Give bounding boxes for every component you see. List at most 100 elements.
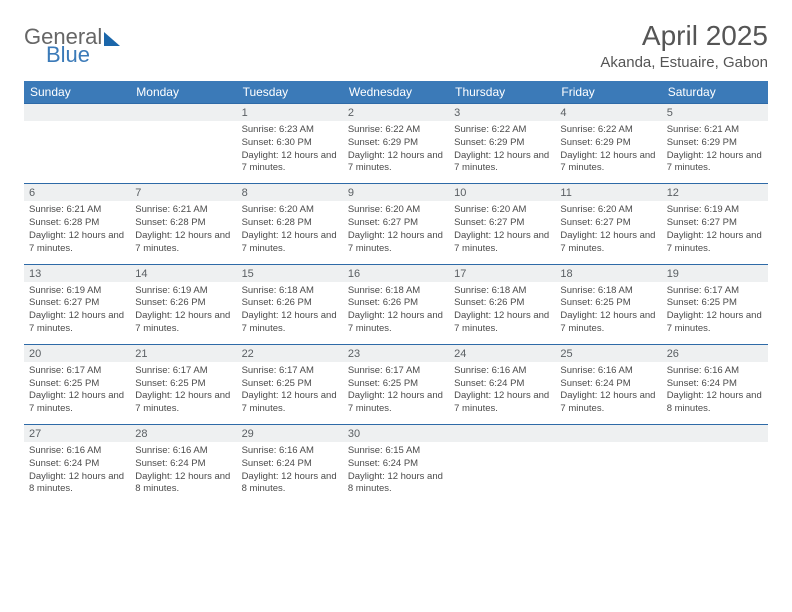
daylight-text: Daylight: 12 hours and 7 minutes.: [135, 230, 231, 256]
calendar-day-cell: 18Sunrise: 6:18 AMSunset: 6:25 PMDayligh…: [555, 264, 661, 344]
day-number: [24, 104, 130, 121]
calendar-day-cell: 21Sunrise: 6:17 AMSunset: 6:25 PMDayligh…: [130, 344, 236, 424]
sunrise-text: Sunrise: 6:19 AM: [135, 285, 231, 298]
day-number: 18: [555, 265, 661, 282]
sunrise-text: Sunrise: 6:17 AM: [667, 285, 763, 298]
day-details: Sunrise: 6:20 AMSunset: 6:27 PMDaylight:…: [555, 201, 661, 263]
day-details: Sunrise: 6:21 AMSunset: 6:29 PMDaylight:…: [662, 121, 768, 183]
calendar-header-row: Sunday Monday Tuesday Wednesday Thursday…: [24, 81, 768, 104]
calendar-day-cell: 1Sunrise: 6:23 AMSunset: 6:30 PMDaylight…: [237, 104, 343, 184]
calendar-week-row: 20Sunrise: 6:17 AMSunset: 6:25 PMDayligh…: [24, 344, 768, 424]
location-subtitle: Akanda, Estuaire, Gabon: [600, 54, 768, 71]
sunrise-text: Sunrise: 6:17 AM: [348, 365, 444, 378]
sunrise-text: Sunrise: 6:17 AM: [135, 365, 231, 378]
calendar-week-row: 27Sunrise: 6:16 AMSunset: 6:24 PMDayligh…: [24, 425, 768, 505]
daylight-text: Daylight: 12 hours and 7 minutes.: [667, 230, 763, 256]
title-block: April 2025 Akanda, Estuaire, Gabon: [600, 20, 768, 71]
day-number: 13: [24, 265, 130, 282]
sunrise-text: Sunrise: 6:16 AM: [29, 445, 125, 458]
day-details: Sunrise: 6:19 AMSunset: 6:27 PMDaylight:…: [24, 282, 130, 344]
sunrise-text: Sunrise: 6:23 AM: [242, 124, 338, 137]
sunset-text: Sunset: 6:27 PM: [560, 217, 656, 230]
day-details: Sunrise: 6:17 AMSunset: 6:25 PMDaylight:…: [662, 282, 768, 344]
daylight-text: Daylight: 12 hours and 7 minutes.: [560, 310, 656, 336]
sunrise-text: Sunrise: 6:20 AM: [560, 204, 656, 217]
sunset-text: Sunset: 6:24 PM: [454, 378, 550, 391]
daylight-text: Daylight: 12 hours and 8 minutes.: [242, 471, 338, 497]
day-number: 22: [237, 345, 343, 362]
sunset-text: Sunset: 6:24 PM: [348, 458, 444, 471]
sunset-text: Sunset: 6:25 PM: [135, 378, 231, 391]
calendar-day-cell: 15Sunrise: 6:18 AMSunset: 6:26 PMDayligh…: [237, 264, 343, 344]
day-details: [24, 121, 130, 179]
calendar-day-cell: [449, 425, 555, 505]
day-details: Sunrise: 6:22 AMSunset: 6:29 PMDaylight:…: [449, 121, 555, 183]
daylight-text: Daylight: 12 hours and 7 minutes.: [454, 230, 550, 256]
calendar-day-cell: 27Sunrise: 6:16 AMSunset: 6:24 PMDayligh…: [24, 425, 130, 505]
calendar-day-cell: 20Sunrise: 6:17 AMSunset: 6:25 PMDayligh…: [24, 344, 130, 424]
calendar-week-row: 6Sunrise: 6:21 AMSunset: 6:28 PMDaylight…: [24, 184, 768, 264]
sunrise-text: Sunrise: 6:16 AM: [135, 445, 231, 458]
daylight-text: Daylight: 12 hours and 7 minutes.: [135, 390, 231, 416]
sunset-text: Sunset: 6:25 PM: [242, 378, 338, 391]
daylight-text: Daylight: 12 hours and 7 minutes.: [242, 230, 338, 256]
day-details: Sunrise: 6:18 AMSunset: 6:25 PMDaylight:…: [555, 282, 661, 344]
day-number: 20: [24, 345, 130, 362]
day-details: Sunrise: 6:19 AMSunset: 6:27 PMDaylight:…: [662, 201, 768, 263]
day-details: Sunrise: 6:20 AMSunset: 6:28 PMDaylight:…: [237, 201, 343, 263]
daylight-text: Daylight: 12 hours and 7 minutes.: [135, 310, 231, 336]
weekday-header: Saturday: [662, 81, 768, 104]
day-number: 25: [555, 345, 661, 362]
day-number: 16: [343, 265, 449, 282]
day-details: [449, 442, 555, 500]
day-details: Sunrise: 6:18 AMSunset: 6:26 PMDaylight:…: [343, 282, 449, 344]
daylight-text: Daylight: 12 hours and 7 minutes.: [454, 310, 550, 336]
calendar-day-cell: [662, 425, 768, 505]
sunrise-text: Sunrise: 6:20 AM: [242, 204, 338, 217]
day-number: 28: [130, 425, 236, 442]
sunrise-text: Sunrise: 6:22 AM: [454, 124, 550, 137]
sunset-text: Sunset: 6:26 PM: [242, 297, 338, 310]
sunset-text: Sunset: 6:27 PM: [348, 217, 444, 230]
day-details: Sunrise: 6:23 AMSunset: 6:30 PMDaylight:…: [237, 121, 343, 183]
day-details: Sunrise: 6:15 AMSunset: 6:24 PMDaylight:…: [343, 442, 449, 504]
daylight-text: Daylight: 12 hours and 7 minutes.: [454, 390, 550, 416]
day-number: 1: [237, 104, 343, 121]
weekday-header: Tuesday: [237, 81, 343, 104]
calendar-day-cell: 12Sunrise: 6:19 AMSunset: 6:27 PMDayligh…: [662, 184, 768, 264]
day-number: 3: [449, 104, 555, 121]
calendar-day-cell: 22Sunrise: 6:17 AMSunset: 6:25 PMDayligh…: [237, 344, 343, 424]
daylight-text: Daylight: 12 hours and 7 minutes.: [348, 150, 444, 176]
daylight-text: Daylight: 12 hours and 7 minutes.: [560, 150, 656, 176]
day-details: [130, 121, 236, 179]
daylight-text: Daylight: 12 hours and 7 minutes.: [29, 390, 125, 416]
sunrise-text: Sunrise: 6:16 AM: [560, 365, 656, 378]
sunset-text: Sunset: 6:26 PM: [454, 297, 550, 310]
day-details: Sunrise: 6:16 AMSunset: 6:24 PMDaylight:…: [237, 442, 343, 504]
day-number: 27: [24, 425, 130, 442]
calendar-day-cell: 28Sunrise: 6:16 AMSunset: 6:24 PMDayligh…: [130, 425, 236, 505]
sunrise-text: Sunrise: 6:15 AM: [348, 445, 444, 458]
calendar-day-cell: 17Sunrise: 6:18 AMSunset: 6:26 PMDayligh…: [449, 264, 555, 344]
sunset-text: Sunset: 6:29 PM: [667, 137, 763, 150]
sunset-text: Sunset: 6:29 PM: [348, 137, 444, 150]
day-details: Sunrise: 6:21 AMSunset: 6:28 PMDaylight:…: [130, 201, 236, 263]
calendar-day-cell: 6Sunrise: 6:21 AMSunset: 6:28 PMDaylight…: [24, 184, 130, 264]
weekday-header: Thursday: [449, 81, 555, 104]
calendar-week-row: 13Sunrise: 6:19 AMSunset: 6:27 PMDayligh…: [24, 264, 768, 344]
sunrise-text: Sunrise: 6:21 AM: [667, 124, 763, 137]
daylight-text: Daylight: 12 hours and 7 minutes.: [29, 230, 125, 256]
sunset-text: Sunset: 6:26 PM: [348, 297, 444, 310]
sunrise-text: Sunrise: 6:16 AM: [242, 445, 338, 458]
sunrise-text: Sunrise: 6:19 AM: [667, 204, 763, 217]
sunrise-text: Sunrise: 6:16 AM: [667, 365, 763, 378]
calendar-day-cell: 29Sunrise: 6:16 AMSunset: 6:24 PMDayligh…: [237, 425, 343, 505]
weekday-header: Wednesday: [343, 81, 449, 104]
sunset-text: Sunset: 6:25 PM: [560, 297, 656, 310]
calendar-day-cell: 5Sunrise: 6:21 AMSunset: 6:29 PMDaylight…: [662, 104, 768, 184]
daylight-text: Daylight: 12 hours and 8 minutes.: [29, 471, 125, 497]
day-number: [449, 425, 555, 442]
daylight-text: Daylight: 12 hours and 8 minutes.: [348, 471, 444, 497]
day-number: 4: [555, 104, 661, 121]
sunset-text: Sunset: 6:24 PM: [560, 378, 656, 391]
